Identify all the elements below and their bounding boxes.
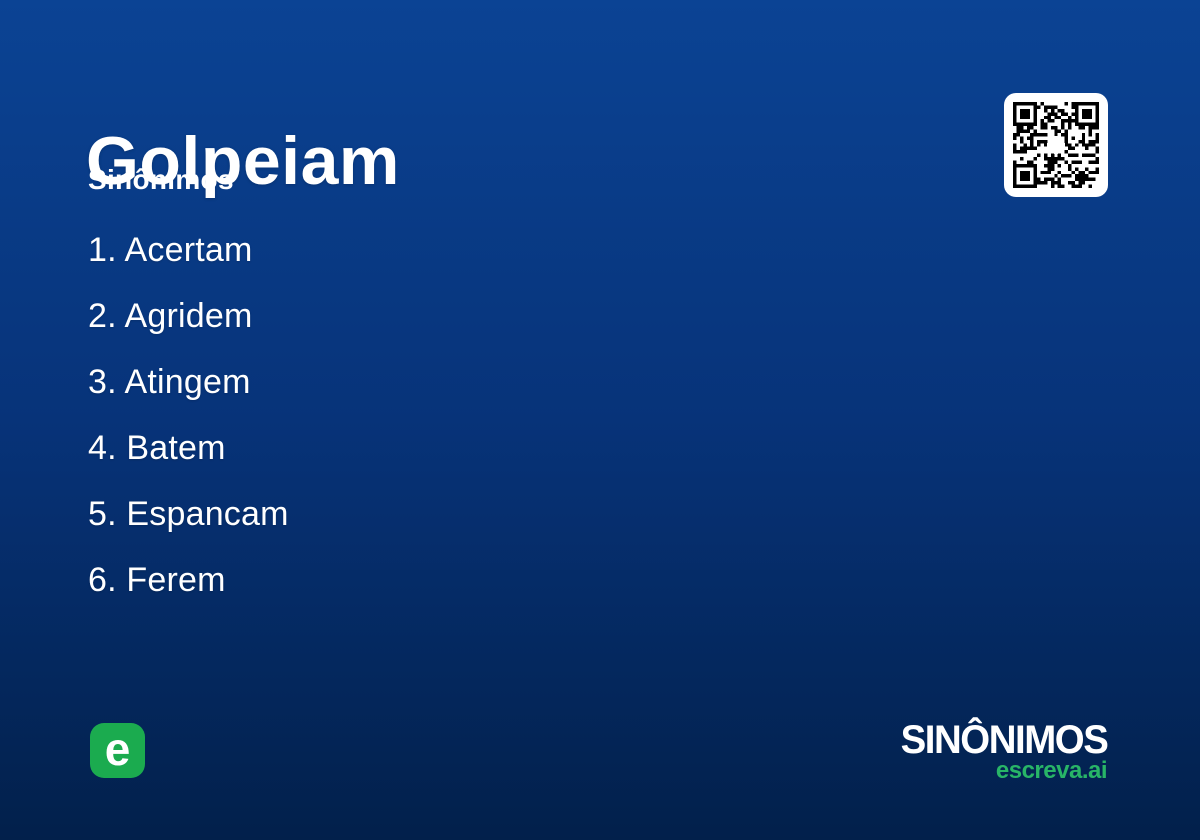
escreva-logo-letter: e	[104, 722, 131, 775]
brand-block: SINÔNIMOS escreva.ai	[892, 718, 1108, 784]
list-item: 5. Espancam	[88, 495, 289, 533]
list-item: 1. Acertam	[88, 231, 253, 269]
page-subtitle: Sinônimos	[88, 164, 234, 195]
list-item: 3. Atingem	[88, 363, 251, 401]
brand-name: SINÔNIMOS	[900, 718, 1108, 762]
list-item: 4. Batem	[88, 429, 226, 467]
list-item: 2. Agridem	[88, 297, 253, 335]
escreva-logo: e	[90, 723, 145, 778]
page-title: Golpeiam	[86, 122, 400, 199]
qr-code-icon	[1004, 93, 1108, 197]
list-item: 6. Ferem	[88, 561, 226, 599]
brand-domain: escreva.ai	[995, 757, 1108, 784]
synonyms-list: 1. Acertam 2. Agridem 3. Atingem 4. Bate…	[88, 233, 289, 629]
